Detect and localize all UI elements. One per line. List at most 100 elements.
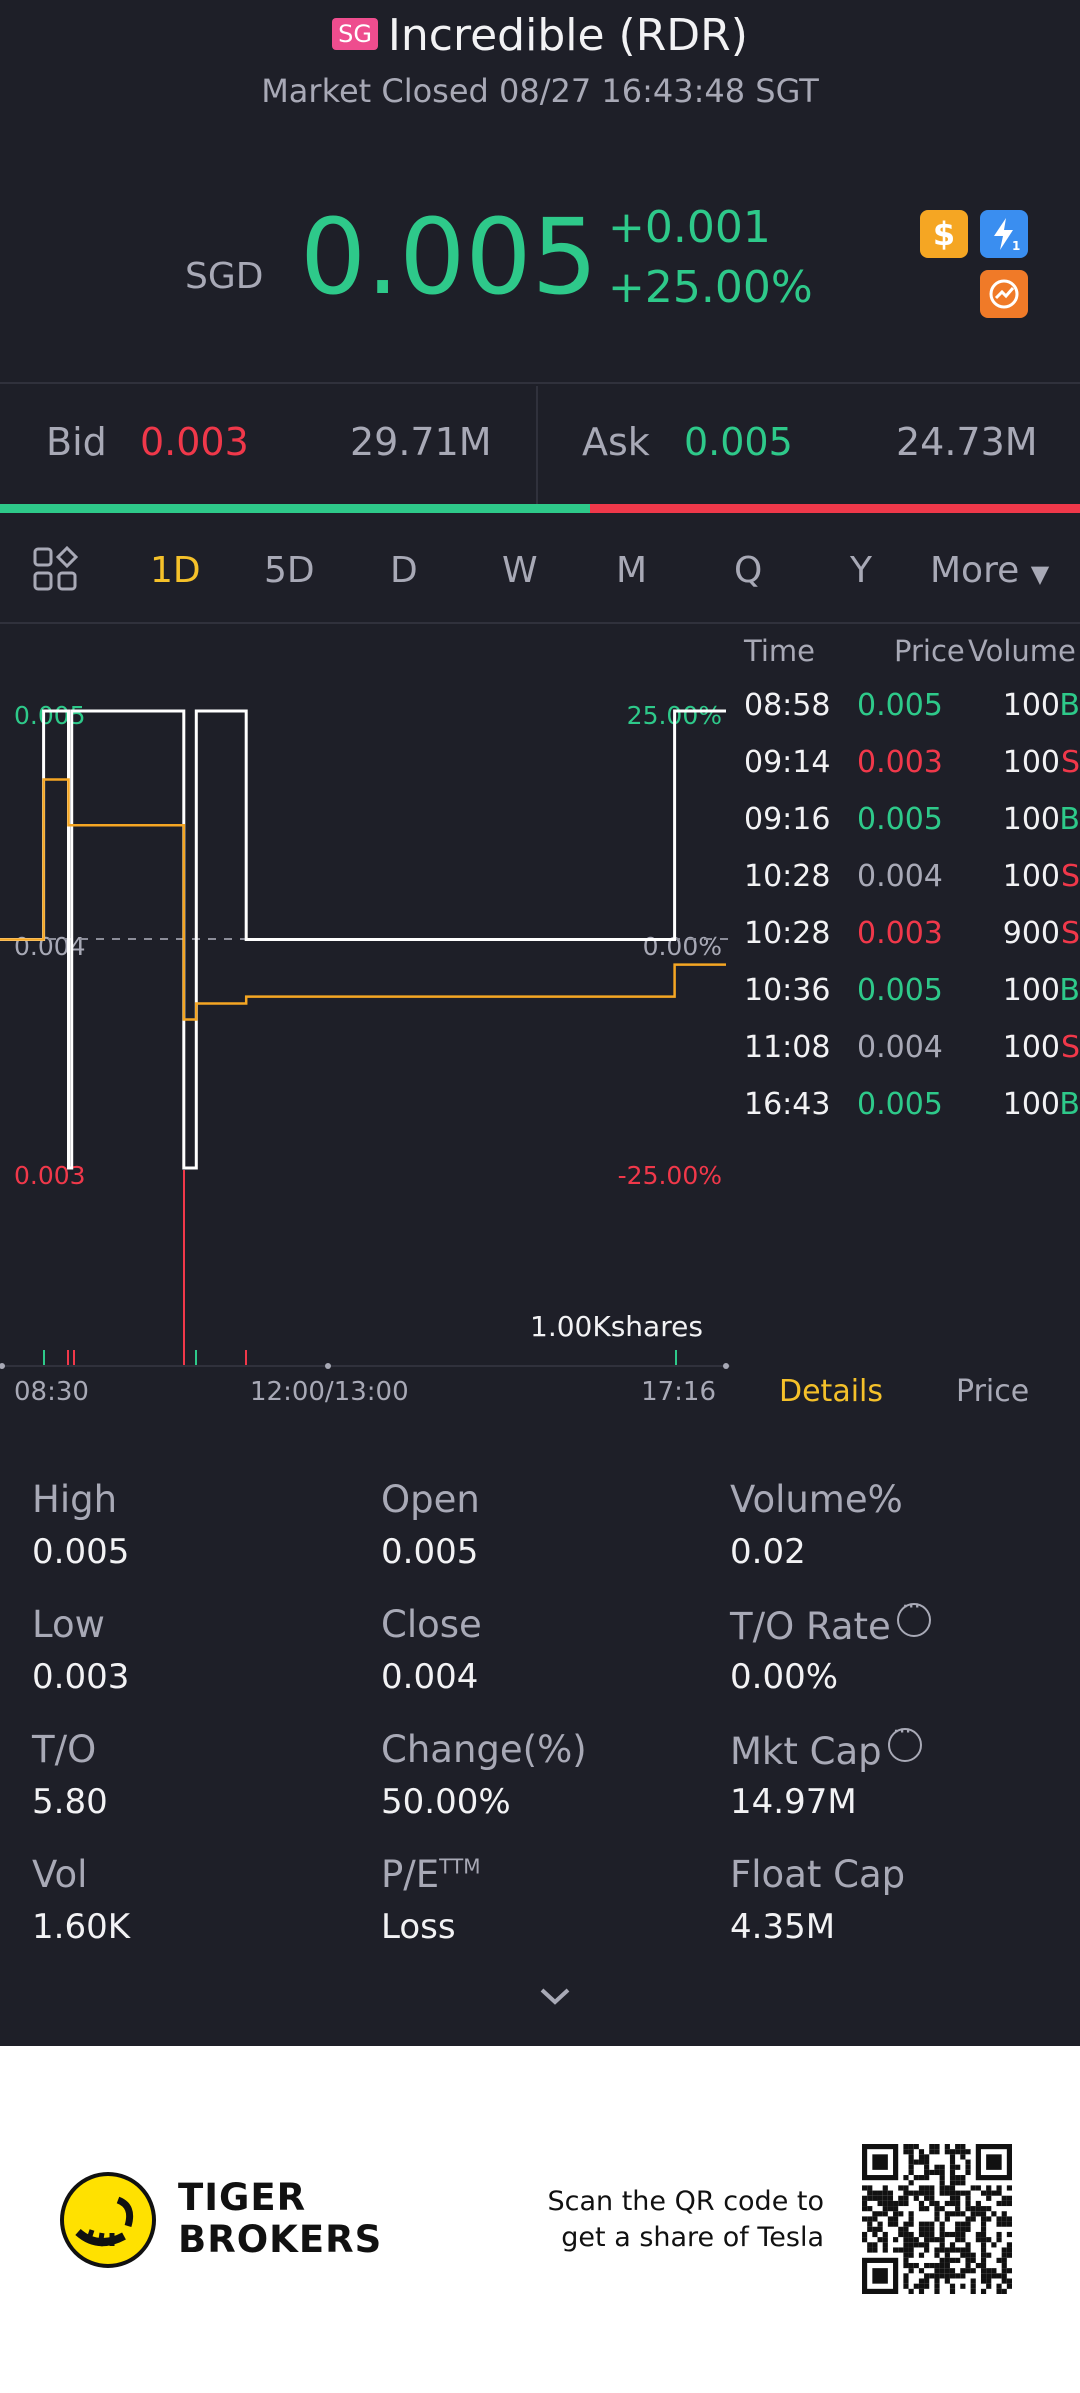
x-label-lunch: 12:00/13:00 xyxy=(250,1377,409,1407)
last-price: 0.005 xyxy=(300,196,598,318)
stock-title: SG Incredible (RDR) xyxy=(0,10,1080,61)
bid-ratio-bar xyxy=(0,504,590,513)
axis-dot xyxy=(0,1363,5,1369)
stat-label-pe: P/ETTM xyxy=(381,1853,481,1896)
trade-time: 16:43 xyxy=(744,1087,831,1122)
stat-value: 14.97M xyxy=(730,1782,857,1822)
intraday-chart[interactable]: 0.005 0.004 0.003 25.00% 0.00% -25.00% 1… xyxy=(0,624,730,1414)
trade-row: 10:28 0.003 900 S xyxy=(744,916,1080,972)
volume-label: 1.00Kshares xyxy=(530,1310,703,1343)
stat-value: 0.005 xyxy=(381,1532,479,1572)
tab-m[interactable]: M xyxy=(616,550,648,591)
tab-w[interactable]: W xyxy=(502,550,538,591)
stat-value: 0.02 xyxy=(730,1532,806,1572)
tab-y[interactable]: Y xyxy=(850,550,872,591)
ask-ratio-bar xyxy=(590,504,1080,513)
stat-value: 0.00% xyxy=(730,1657,839,1697)
trade-time: 11:08 xyxy=(744,1030,831,1065)
currency-label: SGD xyxy=(185,256,264,297)
trade-price: 0.005 xyxy=(857,973,943,1008)
stat-value: 50.00% xyxy=(381,1782,511,1822)
stat-label-to-rate[interactable]: T/O Rate xyxy=(730,1595,931,1648)
trade-time: 08:58 xyxy=(744,688,831,723)
lightning-icon[interactable]: 1 xyxy=(980,210,1028,258)
share-icon[interactable] xyxy=(980,270,1028,318)
trade-volume: 100 xyxy=(1002,1030,1060,1065)
trade-side: S xyxy=(1060,745,1080,780)
more-info-icon[interactable] xyxy=(887,1720,922,1762)
trade-volume: 100 xyxy=(1002,688,1060,723)
more-info-icon[interactable] xyxy=(896,1595,931,1637)
price-line xyxy=(0,709,726,1170)
trade-row: 08:58 0.005 100 B xyxy=(744,688,1080,744)
trades-header-volume: Volume xyxy=(968,634,1076,668)
scan-text-1: Scan the QR code to xyxy=(547,2186,824,2217)
tiger-logo xyxy=(58,2170,158,2270)
dollar-icon[interactable]: $ xyxy=(920,210,968,258)
divider xyxy=(0,382,1080,384)
axis-dot xyxy=(723,1363,729,1369)
tab-q[interactable]: Q xyxy=(734,550,763,591)
brand-line-2: BROKERS xyxy=(178,2218,383,2261)
trade-volume: 100 xyxy=(1002,802,1060,837)
trade-price: 0.003 xyxy=(857,745,943,780)
qr-code[interactable] xyxy=(862,2144,1012,2294)
stat-label: High xyxy=(32,1478,118,1521)
tab-more[interactable]: More ▼ xyxy=(930,550,1049,591)
trade-side: S xyxy=(1060,859,1080,894)
tab-d[interactable]: D xyxy=(390,550,418,591)
trade-price: 0.004 xyxy=(857,1030,943,1065)
pe-superscript: TTM xyxy=(439,1854,481,1879)
trade-row: 10:28 0.004 100 S xyxy=(744,859,1080,915)
trade-time: 09:14 xyxy=(744,745,831,780)
trade-side: S xyxy=(1060,916,1080,951)
stat-label: T/O Rate xyxy=(730,1605,891,1648)
y-pct-low: -25.00% xyxy=(618,1161,722,1190)
trade-time: 09:16 xyxy=(744,802,831,837)
stat-label: P/E xyxy=(381,1853,440,1896)
trade-price: 0.003 xyxy=(857,916,943,951)
tab-1d[interactable]: 1D xyxy=(150,550,201,591)
quote-screen: SG Incredible (RDR) Market Closed 08/27 1… xyxy=(0,0,1080,2046)
trade-price: 0.004 xyxy=(857,859,943,894)
ask-label: Ask xyxy=(582,420,650,464)
stat-value: Loss xyxy=(381,1907,456,1947)
y-label-high: 0.005 xyxy=(14,701,86,730)
x-label-close: 17:16 xyxy=(641,1377,716,1407)
brand-line-1: TIGER xyxy=(178,2176,307,2219)
tab-details[interactable]: Details xyxy=(779,1374,884,1409)
y-label-mid: 0.004 xyxy=(14,932,86,961)
trades-header-price: Price xyxy=(894,634,965,668)
y-label-low: 0.003 xyxy=(14,1161,86,1190)
bid-ask-separator xyxy=(536,386,538,506)
stat-value: 0.005 xyxy=(32,1532,130,1572)
bid-label: Bid xyxy=(46,420,107,464)
trade-row: 10:36 0.005 100 B xyxy=(744,973,1080,1029)
trade-side: S xyxy=(1060,1030,1080,1065)
trade-side: B xyxy=(1059,802,1080,837)
stat-label: T/O xyxy=(32,1728,97,1771)
stat-label: Change(%) xyxy=(381,1728,587,1771)
layout-grid-icon[interactable] xyxy=(32,545,79,592)
trade-price: 0.005 xyxy=(857,802,943,837)
divider xyxy=(0,622,1080,624)
trade-side: B xyxy=(1059,1087,1080,1122)
ask-price: 0.005 xyxy=(684,420,793,464)
tab-5d[interactable]: 5D xyxy=(264,550,315,591)
stat-label-mkt-cap[interactable]: Mkt Cap xyxy=(730,1720,922,1773)
trade-volume: 100 xyxy=(1002,859,1060,894)
trades-header-time: Time xyxy=(744,634,815,668)
bid-volume: 29.71M xyxy=(350,420,492,464)
trade-price: 0.005 xyxy=(857,688,943,723)
average-price-line xyxy=(0,778,726,1021)
trade-volume: 900 xyxy=(1002,916,1060,951)
trade-row: 11:08 0.004 100 S xyxy=(744,1030,1080,1086)
chevron-down-icon: ▼ xyxy=(1030,560,1050,588)
stat-label: Mkt Cap xyxy=(730,1730,882,1773)
trade-time: 10:28 xyxy=(744,916,831,951)
expand-chevron-icon[interactable] xyxy=(538,1984,572,2008)
trade-volume: 100 xyxy=(1002,973,1060,1008)
trade-side: B xyxy=(1059,688,1080,723)
price-change-pct: +25.00% xyxy=(608,262,813,313)
tab-price[interactable]: Price xyxy=(956,1374,1030,1409)
